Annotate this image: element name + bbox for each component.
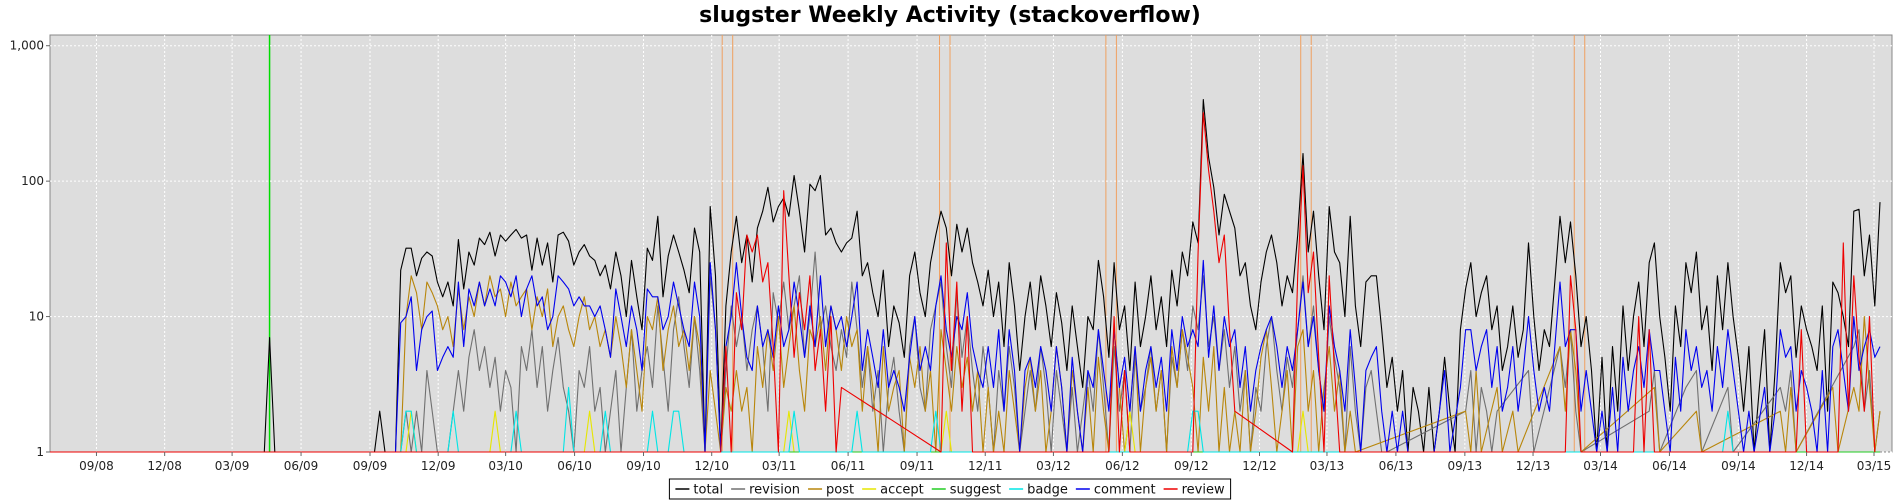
series-line-comment — [50, 259, 1881, 453]
legend-label-accept: accept — [880, 483, 924, 498]
x-tick-label: 06/13 — [1379, 459, 1414, 473]
x-tick-label: 12/12 — [1242, 459, 1277, 473]
series-line-post — [50, 275, 1881, 453]
x-tick-label: 09/13 — [1448, 459, 1483, 473]
y-tick-label: 100 — [21, 174, 44, 188]
x-tick-label: 12/08 — [147, 459, 182, 473]
legend-label-suggest: suggest — [950, 483, 1001, 498]
x-tick-label: 09/14 — [1721, 459, 1756, 473]
legend-label-revision: revision — [749, 483, 800, 498]
x-tick-label: 12/10 — [694, 459, 729, 473]
x-tick-label: 06/10 — [557, 459, 592, 473]
y-tick-label: 10 — [29, 310, 44, 324]
legend: total revision post accept suggest badge comme… — [668, 478, 1232, 500]
chart-title: slugster Weekly Activity (stackoverflow) — [699, 3, 1201, 28]
legend-label-comment: comment — [1094, 483, 1156, 498]
x-tick-label: 06/12 — [1105, 459, 1140, 473]
x-tick-label: 09/10 — [626, 459, 661, 473]
x-tick-label: 06/11 — [831, 459, 866, 473]
x-tick-label: 06/09 — [284, 459, 319, 473]
x-tick-label: 09/11 — [900, 459, 935, 473]
x-tick-label: 12/11 — [968, 459, 1003, 473]
x-tick-label: 12/14 — [1789, 459, 1824, 473]
x-tick-label: 03/12 — [1036, 459, 1071, 473]
x-tick-label: 03/13 — [1310, 459, 1345, 473]
x-tick-label: 09/12 — [1174, 459, 1209, 473]
legend-box — [668, 478, 1232, 500]
x-tick-label: 12/13 — [1516, 459, 1551, 473]
series-line-review — [50, 112, 1876, 453]
x-tick-label: 09/09 — [353, 459, 388, 473]
series-line-total — [50, 99, 1881, 453]
legend-label-post: post — [826, 483, 854, 498]
x-tick-label: 09/08 — [79, 459, 114, 473]
legend-label-total: total — [693, 483, 723, 498]
x-tick-label: 03/10 — [488, 459, 523, 473]
y-tick-label: 1,000 — [10, 39, 44, 53]
x-tick-label: 03/11 — [762, 459, 797, 473]
x-tick-label: 03/15 — [1857, 459, 1892, 473]
x-tick-label: 03/14 — [1583, 459, 1618, 473]
x-tick-label: 12/09 — [421, 459, 456, 473]
y-tick-label: 1 — [36, 445, 44, 459]
legend-label-review: review — [1182, 483, 1225, 498]
legend-label-badge: badge — [1027, 483, 1068, 498]
x-tick-label: 03/09 — [215, 459, 250, 473]
x-tick-label: 06/14 — [1652, 459, 1687, 473]
